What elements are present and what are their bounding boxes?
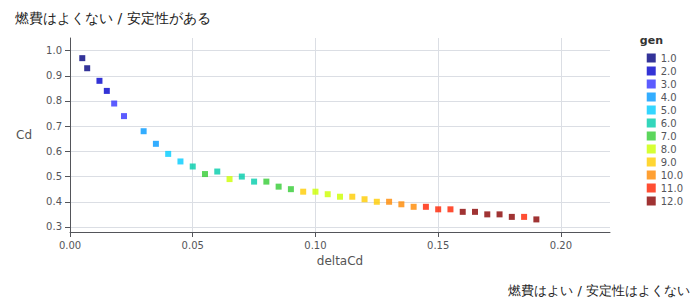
svg-text:9.0: 9.0: [661, 157, 677, 168]
svg-text:Cd: Cd: [16, 128, 32, 142]
svg-text:5.0: 5.0: [661, 105, 677, 116]
svg-text:1.0: 1.0: [661, 53, 677, 64]
svg-text:0.00: 0.00: [59, 240, 81, 251]
svg-text:gen: gen: [640, 34, 663, 47]
svg-text:0.05: 0.05: [182, 240, 204, 251]
svg-text:0.10: 0.10: [304, 240, 326, 251]
svg-text:8.0: 8.0: [661, 144, 677, 155]
svg-text:6.0: 6.0: [661, 118, 677, 129]
svg-text:0.3: 0.3: [46, 221, 62, 232]
svg-text:2.0: 2.0: [661, 66, 677, 77]
svg-text:1.0: 1.0: [46, 45, 62, 56]
svg-text:0.9: 0.9: [46, 70, 62, 81]
svg-text:0.4: 0.4: [46, 196, 62, 207]
svg-text:0.8: 0.8: [46, 95, 62, 106]
svg-text:4.0: 4.0: [661, 92, 677, 103]
svg-text:12.0: 12.0: [661, 196, 683, 207]
svg-text:7.0: 7.0: [661, 131, 677, 142]
svg-text:燃費はよい / 安定性はよくない: 燃費はよい / 安定性はよくない: [508, 283, 690, 298]
svg-text:deltaCd: deltaCd: [317, 254, 363, 268]
svg-text:11.0: 11.0: [661, 183, 683, 194]
svg-text:0.15: 0.15: [427, 240, 449, 251]
svg-text:0.7: 0.7: [46, 121, 62, 132]
svg-text:0.6: 0.6: [46, 146, 62, 157]
svg-text:3.0: 3.0: [661, 79, 677, 90]
svg-text:0.20: 0.20: [550, 240, 572, 251]
svg-text:燃費はよくない / 安定性がある: 燃費はよくない / 安定性がある: [15, 10, 211, 26]
svg-text:0.5: 0.5: [46, 171, 62, 182]
svg-text:10.0: 10.0: [661, 170, 683, 181]
